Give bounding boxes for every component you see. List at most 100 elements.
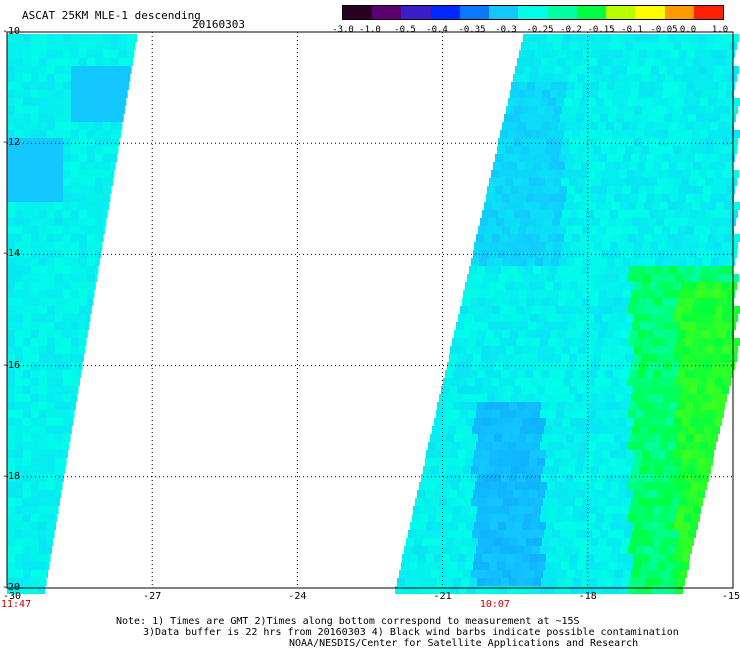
- mle-cell: [623, 394, 631, 402]
- mle-cell: [593, 354, 601, 362]
- mle-cell: [55, 418, 63, 426]
- mle-cell: [31, 98, 39, 106]
- mle-cell: [564, 202, 572, 210]
- mle-cell: [658, 418, 666, 426]
- mle-cell: [103, 170, 111, 178]
- mle-cell: [550, 226, 558, 234]
- mle-cell: [103, 98, 111, 106]
- mle-cell: [15, 410, 23, 418]
- mle-cell: [79, 218, 87, 226]
- mle-cell: [55, 330, 63, 338]
- mle-cell: [682, 138, 690, 146]
- mle-cell: [491, 586, 499, 594]
- mle-cell: [586, 210, 594, 218]
- colorbar-segment: [576, 6, 607, 19]
- mle-cell: [561, 250, 569, 258]
- mle-cell: [486, 434, 494, 442]
- mle-cell: [579, 66, 587, 74]
- mle-cell: [444, 410, 452, 418]
- mle-cell: [119, 58, 127, 66]
- mle-cell: [653, 578, 661, 586]
- mle-cell: [521, 386, 529, 394]
- mle-cell: [609, 562, 617, 570]
- mle-cell: [55, 386, 63, 394]
- mle-cell: [576, 218, 584, 226]
- mle-cell: [488, 530, 496, 538]
- mle-cell: [708, 442, 716, 450]
- mle-cell: [449, 562, 457, 570]
- mle-cell: [646, 226, 654, 234]
- mle-cell: [79, 378, 80, 386]
- mle-cell: [556, 202, 564, 210]
- mle-cell: [670, 434, 678, 442]
- mle-cell: [95, 266, 99, 274]
- mle-cell: [646, 122, 654, 130]
- mle-cell: [512, 114, 520, 122]
- mle-cell: [87, 274, 95, 282]
- mle-cell: [551, 466, 559, 474]
- mle-cell: [63, 194, 71, 202]
- mle-cell: [39, 98, 47, 106]
- mle-cell: [458, 346, 466, 354]
- mle-cell: [79, 298, 87, 306]
- mle-cell: [571, 586, 579, 594]
- mle-cell: [15, 130, 23, 138]
- mle-cell: [533, 402, 541, 410]
- mle-cell: [721, 386, 729, 394]
- mle-cell: [15, 314, 23, 322]
- mle-cell: [79, 178, 87, 186]
- mle-cell: [538, 314, 546, 322]
- mle-cell: [608, 218, 616, 226]
- mle-cell: [667, 274, 675, 282]
- mle-cell: [95, 242, 103, 250]
- mle-cell: [491, 274, 499, 282]
- mle-cell: [47, 242, 55, 250]
- mle-cell: [524, 202, 532, 210]
- mle-cell: [515, 66, 523, 74]
- x-tick-label: -27: [143, 591, 162, 602]
- mle-cell: [417, 562, 425, 570]
- mle-cell: [464, 426, 472, 434]
- mle-cell: [673, 490, 681, 498]
- mle-cell: [709, 402, 717, 410]
- mle-cell: [47, 114, 55, 122]
- mle-cell: [657, 282, 665, 290]
- mle-cell: [529, 178, 537, 186]
- mle-cell: [521, 282, 529, 290]
- mle-cell: [31, 546, 39, 554]
- mle-cell: [545, 178, 553, 186]
- mle-cell: [500, 514, 508, 522]
- mle-cell: [39, 498, 47, 506]
- mle-cell: [638, 226, 646, 234]
- mle-cell: [677, 578, 685, 586]
- mle-cell: [47, 546, 52, 554]
- mle-cell: [685, 266, 693, 274]
- mle-cell: [540, 98, 548, 106]
- mle-cell: [693, 402, 701, 410]
- mle-cell: [612, 306, 620, 314]
- mle-cell: [526, 298, 534, 306]
- mle-cell: [484, 410, 492, 418]
- mle-cell: [601, 562, 609, 570]
- mle-cell: [627, 586, 635, 594]
- mle-cell: [453, 370, 461, 378]
- mle-cell: [15, 586, 23, 594]
- mle-cell: [622, 298, 630, 306]
- mle-cell: [715, 66, 723, 74]
- mle-cell: [548, 202, 556, 210]
- mle-cell: [549, 474, 557, 482]
- mle-cell: [481, 250, 489, 258]
- mle-cell: [423, 466, 431, 474]
- mle-cell: [103, 202, 110, 210]
- mle-cell: [442, 450, 450, 458]
- mle-cell: [23, 42, 31, 50]
- mle-cell: [451, 586, 459, 594]
- mle-cell: [463, 498, 471, 506]
- mle-cell: [690, 450, 698, 458]
- mle-cell: [622, 122, 630, 130]
- mle-cell: [553, 178, 561, 186]
- mle-cell: [455, 466, 463, 474]
- mle-cell: [478, 434, 486, 442]
- mle-cell: [63, 450, 68, 458]
- mle-cell: [450, 346, 458, 354]
